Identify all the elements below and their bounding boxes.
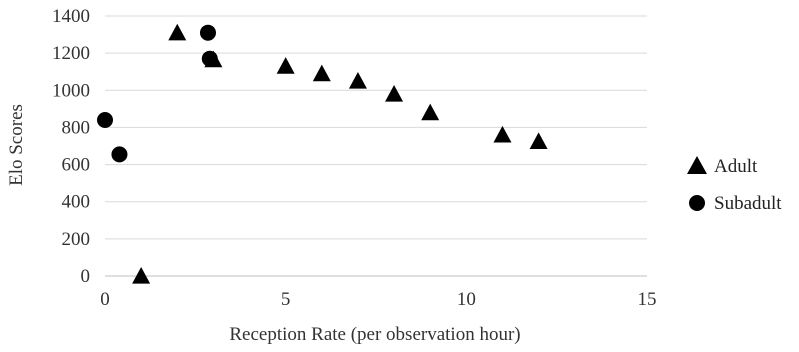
y-tick-label: 1200 — [52, 43, 90, 64]
y-tick-label: 1000 — [52, 80, 90, 101]
data-point-triangle — [493, 125, 512, 143]
data-point-triangle — [132, 267, 151, 284]
data-point-triangle — [312, 64, 331, 82]
legend: Adult Subadult — [687, 156, 782, 214]
y-tick-label: 200 — [62, 229, 91, 250]
plot-points — [97, 23, 548, 284]
x-axis-title: Reception Rate (per observation hour) — [229, 324, 520, 345]
legend-label-adult: Adult — [714, 156, 758, 177]
data-point-circle — [199, 24, 216, 41]
data-point-circle — [111, 146, 128, 163]
y-tick-label: 0 — [81, 266, 91, 287]
gridlines — [105, 15, 647, 277]
legend-label-subadult: Subadult — [714, 193, 782, 214]
data-point-triangle — [276, 57, 295, 74]
legend-item-subadult: Subadult — [689, 193, 782, 214]
data-point-triangle — [385, 85, 404, 102]
x-tick-label: 0 — [100, 289, 110, 310]
series-adult — [132, 23, 548, 284]
y-tick-label: 1400 — [52, 6, 90, 27]
x-tick-label: 15 — [638, 289, 657, 310]
legend-triangle-marker — [687, 156, 707, 174]
y-tick-labels: 0 200 400 600 800 1000 1200 1400 — [52, 6, 90, 287]
y-tick-label: 400 — [62, 192, 91, 213]
data-point-circle — [201, 50, 218, 67]
data-point-triangle — [529, 132, 548, 150]
data-point-triangle — [421, 103, 440, 121]
y-axis-title: Elo Scores — [6, 104, 27, 186]
legend-circle-marker — [689, 195, 705, 211]
x-tick-label: 5 — [281, 289, 291, 310]
data-point-circle — [97, 112, 113, 128]
y-tick-label: 800 — [62, 117, 91, 138]
legend-item-adult: Adult — [687, 156, 758, 177]
data-point-triangle — [348, 72, 367, 89]
data-point-triangle — [168, 23, 187, 41]
x-tick-labels: 0 5 10 15 — [100, 289, 656, 310]
x-tick-label: 10 — [457, 289, 476, 310]
y-tick-label: 600 — [62, 155, 91, 176]
series-subadult — [97, 24, 218, 163]
